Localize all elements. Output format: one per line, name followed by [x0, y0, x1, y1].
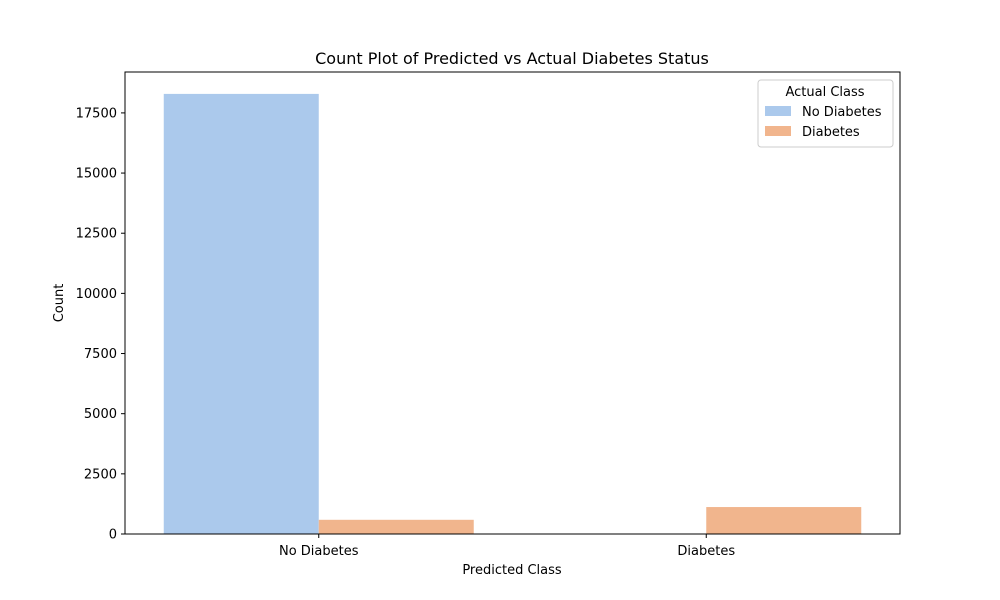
bar-diabetes-diabetes: [706, 507, 862, 534]
legend-title: Actual Class: [785, 85, 864, 100]
y-tick-label: 10000: [76, 287, 117, 302]
y-tick-label: 15000: [76, 167, 117, 182]
legend-label: Diabetes: [802, 125, 860, 140]
y-axis-label: Count: [52, 284, 67, 323]
x-axis: No Diabetes Diabetes: [279, 534, 735, 559]
bar-diabetes-no-diabetes: [318, 519, 474, 534]
legend-swatch: [765, 126, 791, 136]
legend: Actual Class No Diabetes Diabetes: [757, 79, 894, 148]
y-tick-label: 7500: [84, 347, 117, 362]
y-tick-label: 2500: [84, 467, 117, 482]
bars: [163, 93, 862, 534]
y-tick-label: 17500: [76, 106, 117, 121]
x-tick-label: Diabetes: [677, 544, 735, 559]
legend-swatch: [765, 106, 791, 116]
x-axis-label: Predicted Class: [462, 563, 562, 578]
chart-title: Count Plot of Predicted vs Actual Diabet…: [315, 49, 709, 68]
bar-no-diabetes-no-diabetes: [163, 93, 319, 534]
plot-frame: [124, 71, 901, 535]
y-tick-label: 0: [109, 528, 117, 543]
legend-label: No Diabetes: [802, 105, 882, 120]
legend-box: [757, 79, 894, 148]
y-axis: 0 2500 5000 7500 10000 12500 15000 17500: [76, 106, 125, 543]
x-tick-label: No Diabetes: [279, 544, 359, 559]
y-tick-label: 5000: [84, 407, 117, 422]
y-tick-label: 12500: [76, 227, 117, 242]
